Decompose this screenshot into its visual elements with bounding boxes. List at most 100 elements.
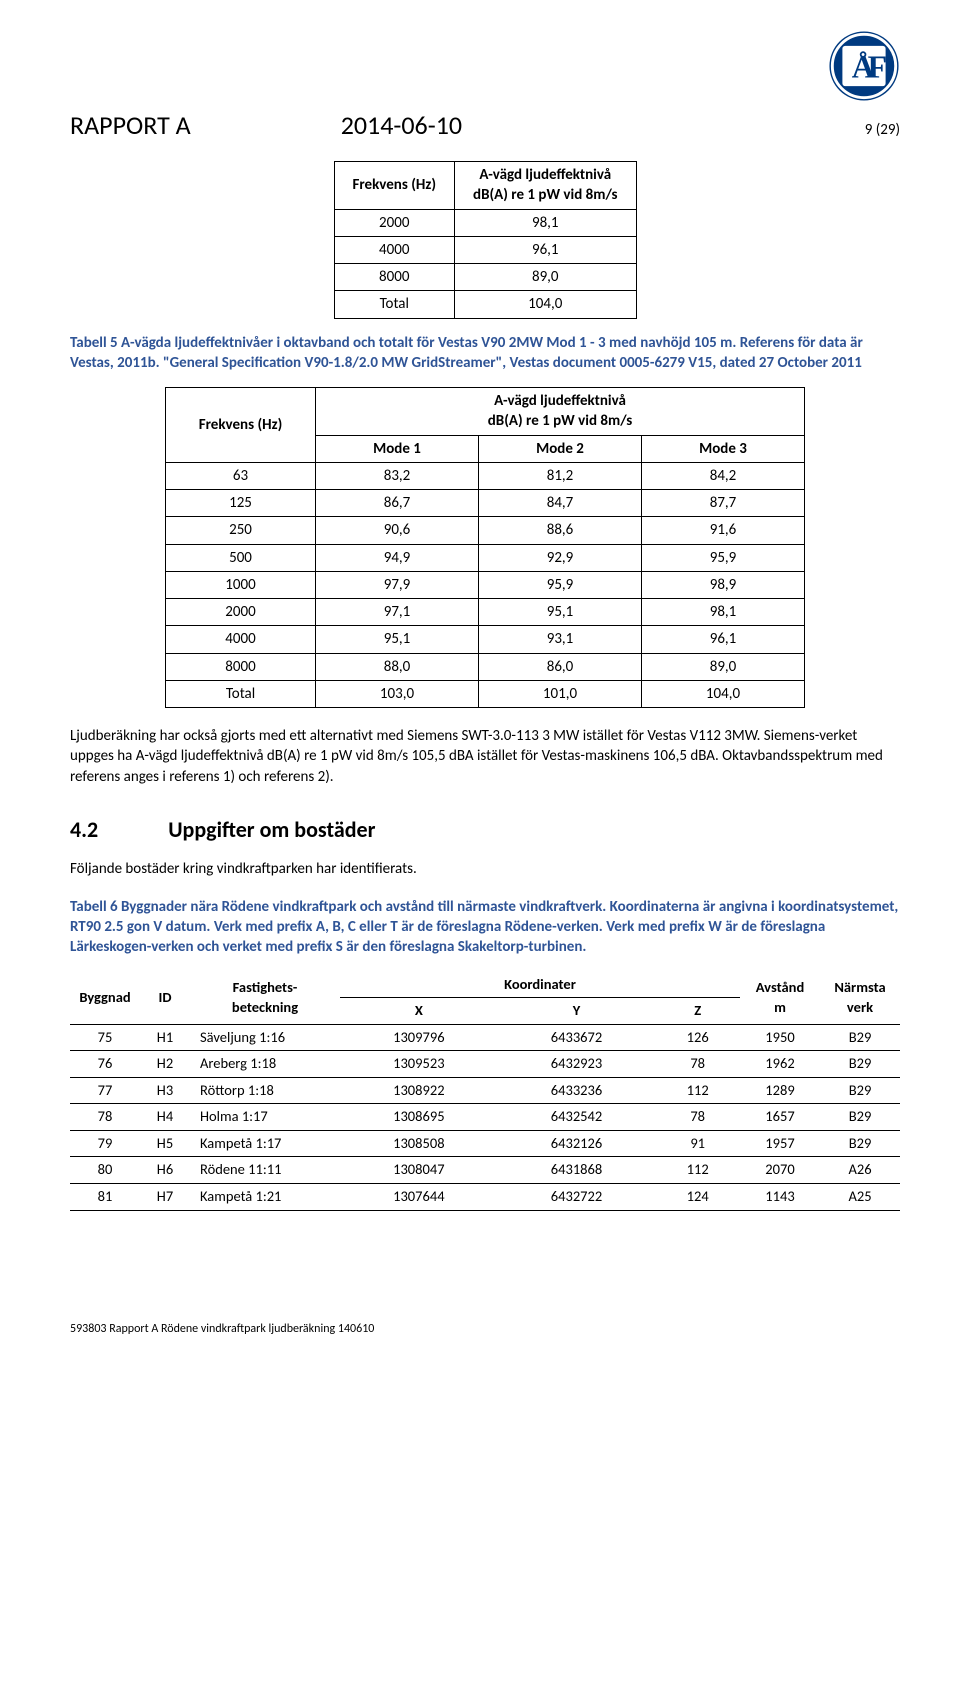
table-cell: 1657 — [740, 1104, 820, 1131]
table-cell: Rödene 11:11 — [190, 1157, 340, 1184]
table-cell: 8000 — [166, 653, 316, 680]
table-cell: 98,9 — [642, 571, 805, 598]
table-cell: H3 — [140, 1077, 190, 1104]
table-cell: 2000 — [334, 209, 455, 236]
table-cell: 500 — [166, 544, 316, 571]
table6-caption: Tabell 6 Byggnader nära Rödene vindkraft… — [70, 897, 900, 958]
section-number: 4.2 — [70, 815, 98, 845]
t2-head-db: A-vägd ljudeffektnivå dB(A) re 1 pW vid … — [316, 388, 805, 436]
table-cell: 98,1 — [642, 599, 805, 626]
table-cell: 104,0 — [455, 291, 636, 318]
table-cell: 1000 — [166, 571, 316, 598]
af-logo-icon: Å F — [828, 30, 900, 102]
table-cell: 90,6 — [316, 517, 479, 544]
table-cell: 94,9 — [316, 544, 479, 571]
table-cell: H7 — [140, 1184, 190, 1211]
table5-caption: Tabell 5 A-vägda ljudeffektnivåer i okta… — [70, 333, 900, 374]
table-cell: Areberg 1:18 — [190, 1051, 340, 1078]
table-cell: 1289 — [740, 1077, 820, 1104]
table-cell: 93,1 — [479, 626, 642, 653]
report-title: RAPPORT A — [70, 108, 191, 143]
table-cell: 1957 — [740, 1130, 820, 1157]
table-cell: 112 — [655, 1157, 740, 1184]
table-cell: 125 — [166, 490, 316, 517]
table-cell: 6432722 — [498, 1184, 656, 1211]
table-cell: 86,0 — [479, 653, 642, 680]
footer-text: 593803 Rapport A Rödene vindkraftpark lj… — [70, 1321, 900, 1337]
table-cell: 88,6 — [479, 517, 642, 544]
table-buildings: Byggnad ID Fastighets- beteckning Koordi… — [70, 972, 900, 1211]
table-cell: 6431868 — [498, 1157, 656, 1184]
mode-header: Mode 2 — [479, 435, 642, 462]
table-cell: A25 — [820, 1184, 900, 1211]
table-cell: 98,1 — [455, 209, 636, 236]
document-header: RAPPORT A 2014-06-10 9 (29) — [70, 108, 900, 143]
table-cell: B29 — [820, 1077, 900, 1104]
coord-header: Z — [655, 998, 740, 1025]
table-cell: B29 — [820, 1104, 900, 1131]
table-cell: 1309796 — [340, 1024, 498, 1051]
table-cell: 4000 — [334, 236, 455, 263]
page-number: 9 (29) — [865, 120, 900, 140]
table-cell: 6432542 — [498, 1104, 656, 1131]
t1-head-freq: Frekvens (Hz) — [334, 162, 455, 210]
table-cell: 88,0 — [316, 653, 479, 680]
mode-header: Mode 3 — [642, 435, 805, 462]
table-cell: 81 — [70, 1184, 140, 1211]
paragraph-siemens: Ljudberäkning har också gjorts med ett a… — [70, 726, 900, 787]
table-cell: 97,1 — [316, 599, 479, 626]
logo-wrap: Å F — [70, 30, 900, 102]
table-cell: 89,0 — [455, 264, 636, 291]
table-cell: 1950 — [740, 1024, 820, 1051]
table-cell: H2 — [140, 1051, 190, 1078]
table-cell: 80 — [70, 1157, 140, 1184]
table-cell: 91 — [655, 1130, 740, 1157]
table-cell: 91,6 — [642, 517, 805, 544]
table-cell: 4000 — [166, 626, 316, 653]
table-frequency-modes: Frekvens (Hz) A-vägd ljudeffektnivå dB(A… — [165, 387, 805, 708]
table-cell: 1308922 — [340, 1077, 498, 1104]
table-cell: 104,0 — [642, 680, 805, 707]
coord-header: X — [340, 998, 498, 1025]
table-cell: 81,2 — [479, 462, 642, 489]
table-cell: H6 — [140, 1157, 190, 1184]
table-cell: Röttorp 1:18 — [190, 1077, 340, 1104]
table-cell: 84,2 — [642, 462, 805, 489]
table-cell: 95,1 — [479, 599, 642, 626]
t3-h-koord: Koordinater — [340, 972, 740, 998]
coord-header: Y — [498, 998, 656, 1025]
table-cell: 77 — [70, 1077, 140, 1104]
table-cell: 6432126 — [498, 1130, 656, 1157]
table-cell: 63 — [166, 462, 316, 489]
table-cell: 96,1 — [455, 236, 636, 263]
t2-head-freq: Frekvens (Hz) — [166, 388, 316, 463]
table-cell: 6433672 — [498, 1024, 656, 1051]
table-cell: 250 — [166, 517, 316, 544]
table-cell: 78 — [655, 1051, 740, 1078]
table-cell: 1308695 — [340, 1104, 498, 1131]
table-cell: 2070 — [740, 1157, 820, 1184]
table-cell: 78 — [655, 1104, 740, 1131]
table-cell: Säveljung 1:16 — [190, 1024, 340, 1051]
table-cell: 1308047 — [340, 1157, 498, 1184]
table-cell: Holma 1:17 — [190, 1104, 340, 1131]
table-frequency-small: Frekvens (Hz) A-vägd ljudeffektnivå dB(A… — [334, 161, 637, 319]
table-cell: B29 — [820, 1024, 900, 1051]
section-4-2: 4.2 Uppgifter om bostäder — [70, 815, 900, 845]
table-cell: 95,9 — [479, 571, 642, 598]
table-cell: 1143 — [740, 1184, 820, 1211]
table-cell: 97,9 — [316, 571, 479, 598]
t1-head-db: A-vägd ljudeffektnivå dB(A) re 1 pW vid … — [455, 162, 636, 210]
table-cell: 96,1 — [642, 626, 805, 653]
svg-text:F: F — [868, 50, 887, 85]
table-cell: H1 — [140, 1024, 190, 1051]
table-cell: 1962 — [740, 1051, 820, 1078]
table-cell: B29 — [820, 1051, 900, 1078]
table-cell: 103,0 — [316, 680, 479, 707]
table-cell: Total — [166, 680, 316, 707]
table-cell: 75 — [70, 1024, 140, 1051]
table-cell: 79 — [70, 1130, 140, 1157]
table-cell: H5 — [140, 1130, 190, 1157]
table-cell: 83,2 — [316, 462, 479, 489]
table-cell: 8000 — [334, 264, 455, 291]
